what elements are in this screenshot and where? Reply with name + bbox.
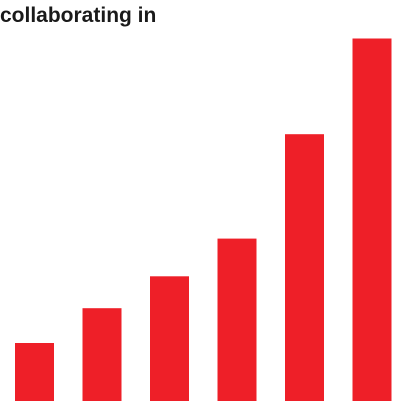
bar-4 [217, 238, 257, 401]
chart-title: collaborating in [0, 4, 157, 27]
bar-6 [352, 38, 392, 401]
bar-3 [150, 276, 189, 401]
bar-5 [285, 134, 324, 401]
bar-2 [82, 308, 122, 401]
bar-1 [15, 343, 54, 401]
bar-series [15, 38, 392, 401]
